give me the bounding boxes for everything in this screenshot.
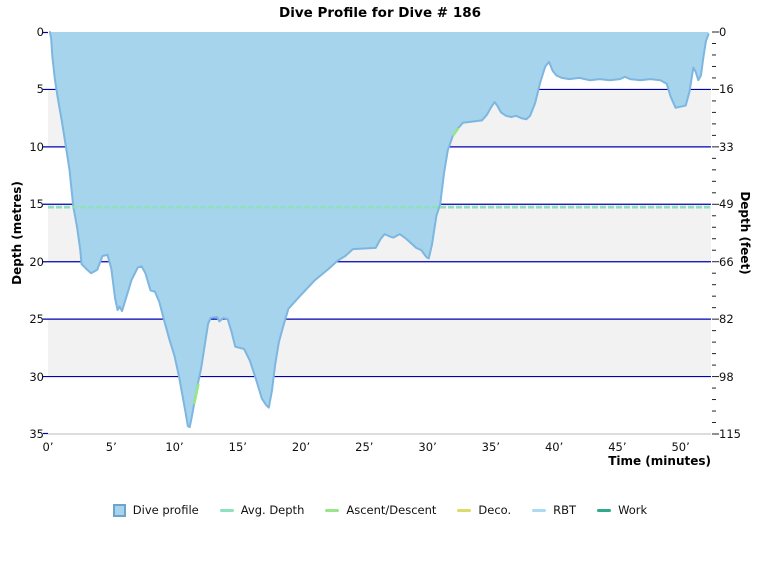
legend-item-work: Work: [597, 503, 647, 517]
legend-swatch-line-icon: [325, 508, 340, 512]
plot-area: [43, 31, 719, 435]
x-tick-label: 50’: [671, 440, 690, 454]
chart-title: Dive Profile for Dive # 186: [279, 5, 481, 21]
x-tick-label: 15’: [228, 440, 247, 454]
y-left-tick-label: 35: [29, 427, 44, 441]
legend-swatch-line-icon: [597, 508, 612, 512]
y-axis-left-title: Depth (metres): [10, 181, 24, 285]
x-tick-label: 20’: [291, 440, 311, 454]
x-tick-label: 40’: [544, 440, 564, 454]
y-left-tick-label: 15: [29, 197, 44, 212]
y-right-tick-label: 98: [719, 369, 734, 384]
legend-item-ascent-descent: Ascent/Descent: [325, 503, 436, 517]
y-left-tick-label: 30: [29, 369, 44, 384]
x-tick-label: 45’: [608, 440, 627, 454]
legend-label: Avg. Depth: [240, 503, 305, 517]
legend-swatch-line-icon: [532, 508, 547, 512]
y-right-tick-label: 49: [719, 197, 734, 212]
x-tick-label: 30’: [418, 440, 437, 454]
y-axis-right-title: Depth (feet): [738, 191, 752, 275]
y-right-tick-label: 16: [719, 82, 734, 97]
y-right-tick-label: 66: [719, 254, 734, 269]
legend-label: Deco.: [478, 503, 512, 517]
y-left-tick-label: 5: [36, 82, 44, 97]
ascent-descent-segment: [193, 383, 200, 405]
dive-profile-area: [49, 32, 709, 428]
y-right-tick-label: 0: [719, 25, 727, 39]
x-tick-label: 25’: [355, 440, 374, 454]
depth-band: [48, 376, 711, 434]
legend-label: Ascent/Descent: [346, 503, 437, 517]
legend: Dive profile Avg. Depth Ascent/Descent Deco…: [0, 503, 760, 517]
y-right-tick-label: 115: [719, 427, 741, 441]
legend-item-dive-profile: Dive profile: [112, 503, 199, 517]
ascent-descent-segment: [452, 127, 460, 137]
dive-profile-line: [48, 31, 710, 429]
depth-band: [48, 319, 711, 377]
y-right-tick-label: 33: [719, 139, 734, 154]
x-tick-label: 35’: [481, 440, 500, 454]
x-tick-label: 5’: [105, 440, 117, 454]
legend-label: RBT: [553, 503, 577, 517]
dive-profile-plot: [43, 31, 719, 435]
y-left-tick-label: 0: [36, 25, 44, 39]
y-left-tick-label: 10: [29, 139, 44, 154]
legend-item-rbt: RBT: [532, 503, 576, 517]
x-axis-title: Time (minutes): [608, 454, 711, 468]
y-left-tick-label: 25: [29, 312, 44, 327]
legend-label: Dive profile: [132, 503, 199, 517]
x-tick-label: 0’: [42, 440, 54, 454]
legend-swatch-line-icon: [457, 508, 472, 512]
legend-item-avg-depth: Avg. Depth: [219, 503, 305, 517]
y-left-tick-label: 20: [29, 254, 44, 269]
legend-swatch-square-icon: [112, 503, 126, 517]
legend-label: Work: [618, 503, 648, 517]
legend-item-deco: Deco.: [457, 503, 511, 517]
legend-swatch-line-icon: [219, 508, 234, 512]
y-right-tick-label: 82: [719, 312, 734, 327]
x-tick-label: 10’: [165, 440, 184, 454]
